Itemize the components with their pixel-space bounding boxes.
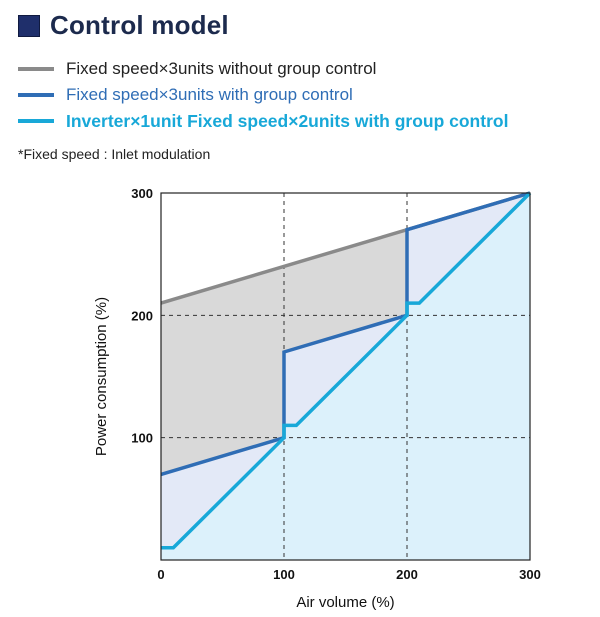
series-line-1 (160, 191, 531, 477)
y-tick-label-100: 100 (131, 431, 153, 446)
title-square-icon (18, 14, 40, 37)
legend-swatch-gray (18, 67, 54, 71)
area-between-nogroup-and-group (161, 193, 530, 475)
x-tick-label-100: 100 (273, 567, 295, 582)
legend-item-blue: Fixed speed×3units with group control (18, 82, 508, 108)
legend-item-gray: Fixed speed×3units without group control (18, 56, 508, 82)
x-axis-label: Air volume (%) (296, 594, 394, 611)
series-line-2 (161, 191, 532, 550)
y-tick-label-200: 200 (131, 308, 153, 323)
legend-swatch-blue (18, 93, 54, 97)
chart-title: Control model (50, 10, 229, 40)
area-between-group-and-inverter (161, 193, 530, 548)
plot-border (160, 192, 531, 561)
y-axis-label: Power consumption (%) (93, 297, 110, 456)
x-tick-label-300: 300 (519, 567, 541, 582)
y-tick-label-300: 300 (131, 186, 153, 201)
legend: Fixed speed×3units without group control… (18, 56, 508, 134)
legend-label-cyan: Inverter×1unit Fixed speed×2units with g… (66, 110, 509, 131)
x-tick-label-200: 200 (396, 567, 418, 582)
legend-label-gray: Fixed speed×3units without group control (66, 59, 377, 78)
legend-item-cyan: Inverter×1unit Fixed speed×2units with g… (18, 108, 508, 134)
header: Control model (18, 10, 229, 41)
legend-label-blue: Fixed speed×3units with group control (66, 85, 353, 104)
x-tick-label-0: 0 (157, 567, 164, 582)
footnote: *Fixed speed : Inlet modulation (18, 146, 211, 162)
legend-swatch-cyan (18, 119, 54, 123)
